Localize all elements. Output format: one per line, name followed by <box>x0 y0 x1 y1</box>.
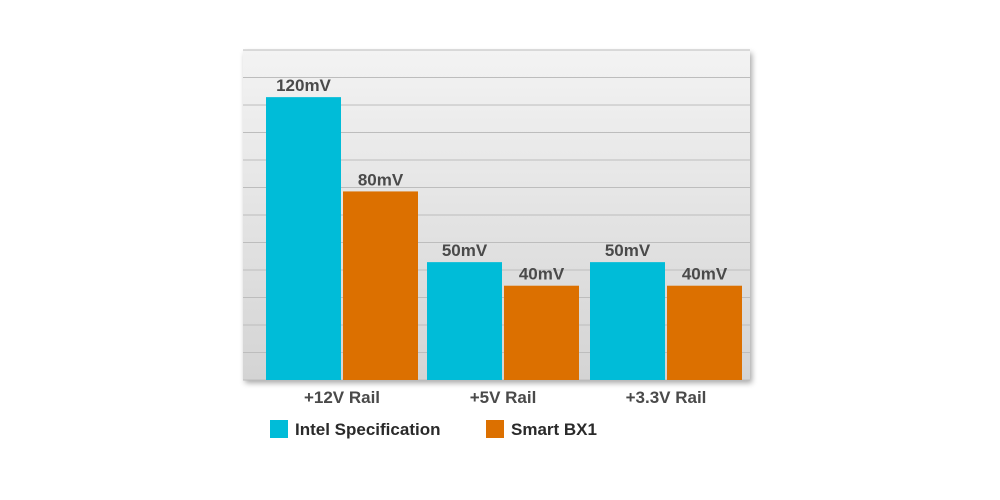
bars <box>266 97 742 381</box>
bar-smart-bx1-1 <box>504 285 579 380</box>
x-tick-label: +5V Rail <box>470 388 537 407</box>
bar-intel-specification-0 <box>266 97 341 381</box>
x-axis-tick-labels: +12V Rail +5V Rail +3.3V Rail <box>304 388 706 407</box>
data-label: 40mV <box>519 265 565 284</box>
data-label: 40mV <box>682 265 728 284</box>
x-tick-label: +3.3V Rail <box>626 388 707 407</box>
data-label: 120mV <box>276 76 331 95</box>
data-labels: 120mV 80mV 50mV 40mV 50mV 40mV <box>276 76 728 284</box>
legend-swatch <box>486 420 504 438</box>
bar-smart-bx1-0 <box>343 191 418 380</box>
legend-swatch <box>270 420 288 438</box>
x-tick-label: +12V Rail <box>304 388 380 407</box>
data-label: 50mV <box>442 241 488 260</box>
legend-label: Intel Specification <box>295 420 440 439</box>
data-label: 50mV <box>605 241 651 260</box>
bar-smart-bx1-2 <box>667 285 742 380</box>
data-label: 80mV <box>358 170 404 189</box>
bar-intel-specification-2 <box>590 262 665 380</box>
bar-intel-specification-1 <box>427 262 502 380</box>
legend: Intel Specification Smart BX1 <box>270 420 597 439</box>
legend-label: Smart BX1 <box>511 420 597 439</box>
